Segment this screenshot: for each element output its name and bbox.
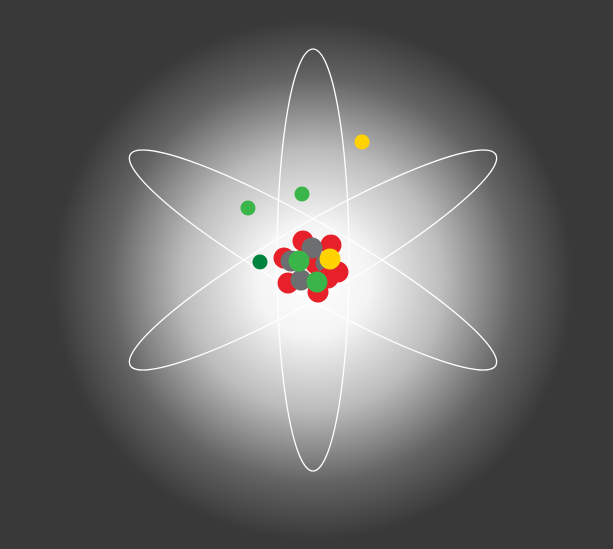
nucleus (273, 230, 349, 303)
orbit-diagonal-down (128, 149, 498, 371)
electron-green-left (240, 200, 256, 216)
electron-yellow (354, 134, 370, 150)
electron-green-upper (294, 186, 310, 202)
nucleus-green (306, 271, 328, 293)
electrons (240, 134, 370, 270)
nucleus-green (288, 250, 310, 272)
electron-dark-green (252, 254, 268, 270)
nucleus-neutron (290, 269, 312, 291)
orbit-diagonal-up (128, 149, 498, 371)
nucleus-yellow (319, 248, 341, 270)
nucleus-neutron (301, 237, 323, 259)
